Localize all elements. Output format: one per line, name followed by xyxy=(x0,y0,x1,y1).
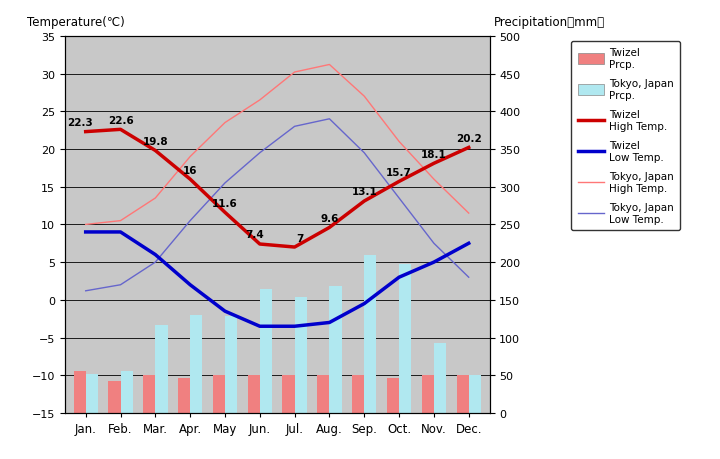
Text: 7.4: 7.4 xyxy=(246,230,264,240)
Text: 15.7: 15.7 xyxy=(386,168,412,178)
Bar xyxy=(456,375,469,413)
Text: 22.6: 22.6 xyxy=(107,116,133,126)
Bar xyxy=(294,297,307,413)
Bar xyxy=(108,381,120,413)
Bar xyxy=(364,255,377,413)
Bar xyxy=(434,343,446,413)
Text: Precipitation（mm）: Precipitation（mm） xyxy=(494,16,605,29)
Bar xyxy=(213,375,225,413)
Bar xyxy=(399,264,411,413)
Bar xyxy=(387,379,399,413)
Legend: Twizel
Prcp., Tokyo, Japan
Prcp., Twizel
High Temp., Twizel
Low Temp., Tokyo, Ja: Twizel Prcp., Tokyo, Japan Prcp., Twizel… xyxy=(571,42,680,230)
Bar xyxy=(86,374,98,413)
Bar xyxy=(143,375,156,413)
Text: 7: 7 xyxy=(296,233,304,243)
Text: 20.2: 20.2 xyxy=(456,134,482,144)
Bar xyxy=(248,375,260,413)
Text: 18.1: 18.1 xyxy=(421,150,447,159)
Bar xyxy=(73,371,86,413)
Bar xyxy=(260,290,272,413)
Bar xyxy=(156,325,168,413)
Bar xyxy=(120,371,132,413)
Text: 11.6: 11.6 xyxy=(212,198,238,208)
Bar xyxy=(178,379,190,413)
Text: Temperature(℃): Temperature(℃) xyxy=(27,16,125,29)
Text: 19.8: 19.8 xyxy=(143,137,168,146)
Text: 22.3: 22.3 xyxy=(68,118,94,128)
Text: 13.1: 13.1 xyxy=(351,187,377,197)
Bar xyxy=(318,375,330,413)
Bar xyxy=(282,375,294,413)
Bar xyxy=(330,286,341,413)
Bar xyxy=(422,375,434,413)
Text: 9.6: 9.6 xyxy=(320,213,338,224)
Bar xyxy=(225,317,237,413)
Bar xyxy=(352,375,364,413)
Bar xyxy=(469,375,481,413)
Bar xyxy=(190,315,202,413)
Text: 16: 16 xyxy=(183,165,197,175)
